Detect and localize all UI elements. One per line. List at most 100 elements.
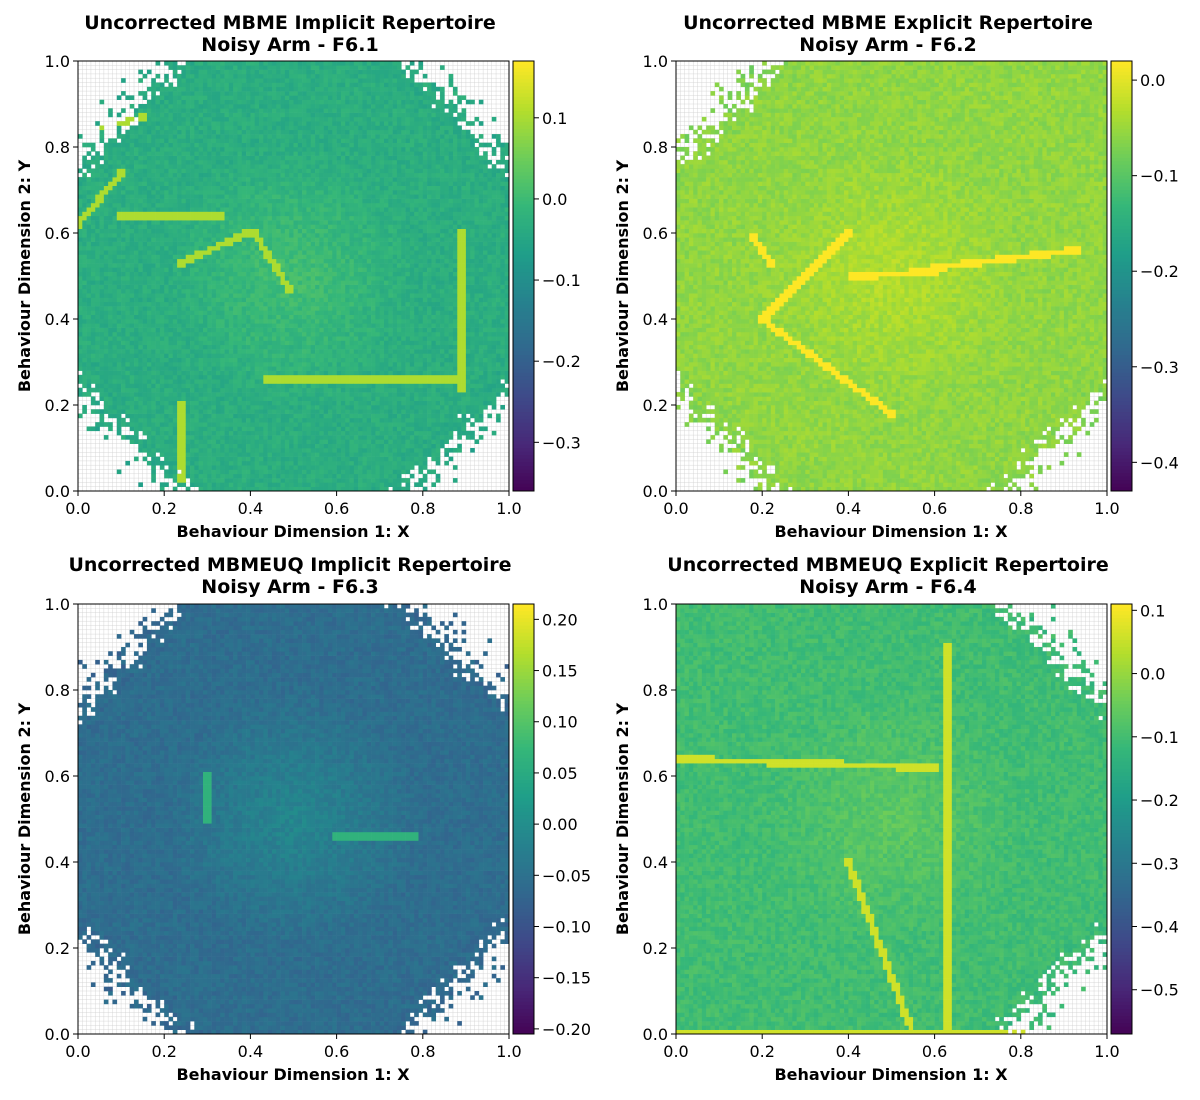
colorbar-tick-label: 0.0 [542,190,567,209]
y-tick-label: 0.6 [45,224,70,243]
x-tick-label: 0.2 [749,1042,774,1061]
y-tick-label: 0.2 [643,396,668,415]
y-axis-label: Behaviour Dimension 2: Y [613,702,632,935]
heatmap-cells [676,604,1107,1034]
y-tick-label: 1.0 [45,52,70,71]
x-tick-label: 0.6 [922,1042,947,1061]
y-tick-label: 0.4 [643,853,668,872]
y-tick-label: 0.6 [45,767,70,786]
colorbar-tick-label: 0.1 [542,109,567,128]
x-tick-label: 0.8 [1008,499,1033,518]
colorbar-tick-label: −0.10 [542,918,591,937]
colorbar: 0.0 −0.1 −0.2 −0.3 −0.4 [1111,61,1179,491]
colorbar-tick-label: 0.05 [542,764,578,783]
colorbar: 0.1 0.0 −0.1 −0.2 −0.3 [513,61,581,491]
colorbar-tick-label: 0.0 [1140,665,1165,684]
panel-2: 0.0 0.2 0.4 0.6 0.8 1.0 0.0 0.2 0.4 0.6 0.8 1.0 Unco… [613,12,1179,541]
y-tick-label: 0.4 [45,310,70,329]
y-tick-label: 0.2 [45,396,70,415]
colorbar-tick-label: −0.2 [1140,791,1179,810]
x-tick-label: 0.2 [151,499,176,518]
colorbar-tick-label: −0.1 [1140,167,1179,186]
x-axis-label: Behaviour Dimension 1: X [176,522,410,541]
chart-subtitle: Noisy Arm - F6.1 [201,34,378,56]
colorbar-tick-label: 0.00 [542,815,578,834]
y-tick-label: 0.8 [643,138,668,157]
x-tick-label: 0.4 [238,1042,263,1061]
y-tick-label: 0.6 [643,767,668,786]
chart-subtitle: Noisy Arm - F6.2 [799,34,976,56]
y-tick-label: 0.8 [643,681,668,700]
colorbar-tick-label: 0.20 [542,610,578,629]
x-tick-label: 1.0 [1094,499,1119,518]
colorbar-tick-label: −0.4 [1140,453,1179,472]
y-tick-label: 0.2 [643,939,668,958]
y-tick-label: 0.4 [643,310,668,329]
colorbar: 0.1 0.0 −0.1 −0.2 −0.3 −0.4 −0.5 [1111,601,1179,1034]
y-axis-label: Behaviour Dimension 2: Y [613,159,632,392]
x-tick-label: 0.4 [836,1042,861,1061]
y-tick-label: 0.8 [45,138,70,157]
y-tick-label: 0.0 [643,1025,668,1044]
chart-subtitle: Noisy Arm - F6.3 [201,576,378,598]
y-tick-label: 1.0 [643,595,668,614]
chart-subtitle: Noisy Arm - F6.4 [799,576,976,598]
x-tick-label: 0.0 [663,1042,688,1061]
colorbar-tick-label: −0.1 [542,271,581,290]
x-tick-label: 0.0 [663,499,688,518]
colorbar-tick-label: −0.2 [542,352,581,371]
chart-title: Uncorrected MBMEUQ Explicit Repertoire [667,554,1108,576]
x-axis-label: Behaviour Dimension 1: X [774,522,1008,541]
y-tick-label: 0.8 [45,681,70,700]
chart-title: Uncorrected MBMEUQ Implicit Repertoire [68,554,511,576]
y-tick-label: 1.0 [643,52,668,71]
colorbar-tick-label: −0.5 [1140,981,1179,1000]
heatmap-cells [78,604,509,1034]
x-tick-label: 0.6 [324,1042,349,1061]
colorbar-tick-label: −0.2 [1140,262,1179,281]
colorbar-tick-label: −0.05 [542,866,591,885]
x-tick-label: 0.4 [238,499,263,518]
y-tick-label: 1.0 [45,595,70,614]
panel-1: 0.0 0.2 0.4 0.6 0.8 1.00.00.20.40.60.81.0Unco… [15,12,581,541]
colorbar-tick-label: 0.15 [542,662,578,681]
heatmap-cells [676,61,1107,491]
colorbar-tick-label: −0.20 [542,1020,591,1039]
colorbar-tick-label: 0.0 [1140,71,1165,90]
colorbar-tick-label: −0.3 [1140,854,1179,873]
colorbar-tick-label: 0.1 [1140,601,1165,620]
panel-4: 0.0 0.2 0.4 0.6 0.8 1.0 0.0 0.2 0.4 0.6 0.8 1.0 Unco… [613,554,1179,1084]
y-tick-label: 0.4 [45,853,70,872]
heatmap-cells [78,61,509,491]
y-tick-label: 0.6 [643,224,668,243]
x-tick-label: 0.8 [1008,1042,1033,1061]
y-axis-label: Behaviour Dimension 2: Y [15,159,34,392]
x-tick-label: 0.8 [410,1042,435,1061]
x-tick-label: 0.0 [65,499,90,518]
colorbar-tick-label: −0.3 [542,433,581,452]
chart-title: Uncorrected MBME Explicit Repertoire [683,12,1093,34]
y-axis-label: Behaviour Dimension 2: Y [15,702,34,935]
colorbar-tick-label: −0.1 [1140,728,1179,747]
y-tick-label: 0.0 [45,1025,70,1044]
y-tick-label: 0.2 [45,939,70,958]
colorbar-tick-label: 0.10 [542,713,578,732]
colorbar-tick-label: −0.3 [1140,358,1179,377]
x-tick-label: 1.0 [496,499,521,518]
x-tick-label: 1.0 [1094,1042,1119,1061]
x-tick-label: 1.0 [496,1042,521,1061]
y-tick-label: 0.0 [643,482,668,501]
colorbar-tick-label: −0.4 [1140,918,1179,937]
panel-3: 0.0 0.2 0.4 0.6 0.8 1.0 0.0 0.2 0.4 0.6 0.8 1.0 Unco… [15,554,591,1084]
y-tick-label: 0.0 [45,482,70,501]
x-tick-label: 0.2 [151,1042,176,1061]
colorbar: 0.20 0.15 0.10 0.05 0.00 −0.05 −0.10 −0.15 −0.20 [513,604,591,1039]
x-tick-label: 0.0 [65,1042,90,1061]
x-tick-label: 0.2 [749,499,774,518]
x-axis-label: Behaviour Dimension 1: X [774,1065,1008,1084]
colorbar-tick-label: −0.15 [542,969,591,988]
x-tick-label: 0.8 [410,499,435,518]
x-tick-label: 0.4 [836,499,861,518]
x-tick-label: 0.6 [922,499,947,518]
